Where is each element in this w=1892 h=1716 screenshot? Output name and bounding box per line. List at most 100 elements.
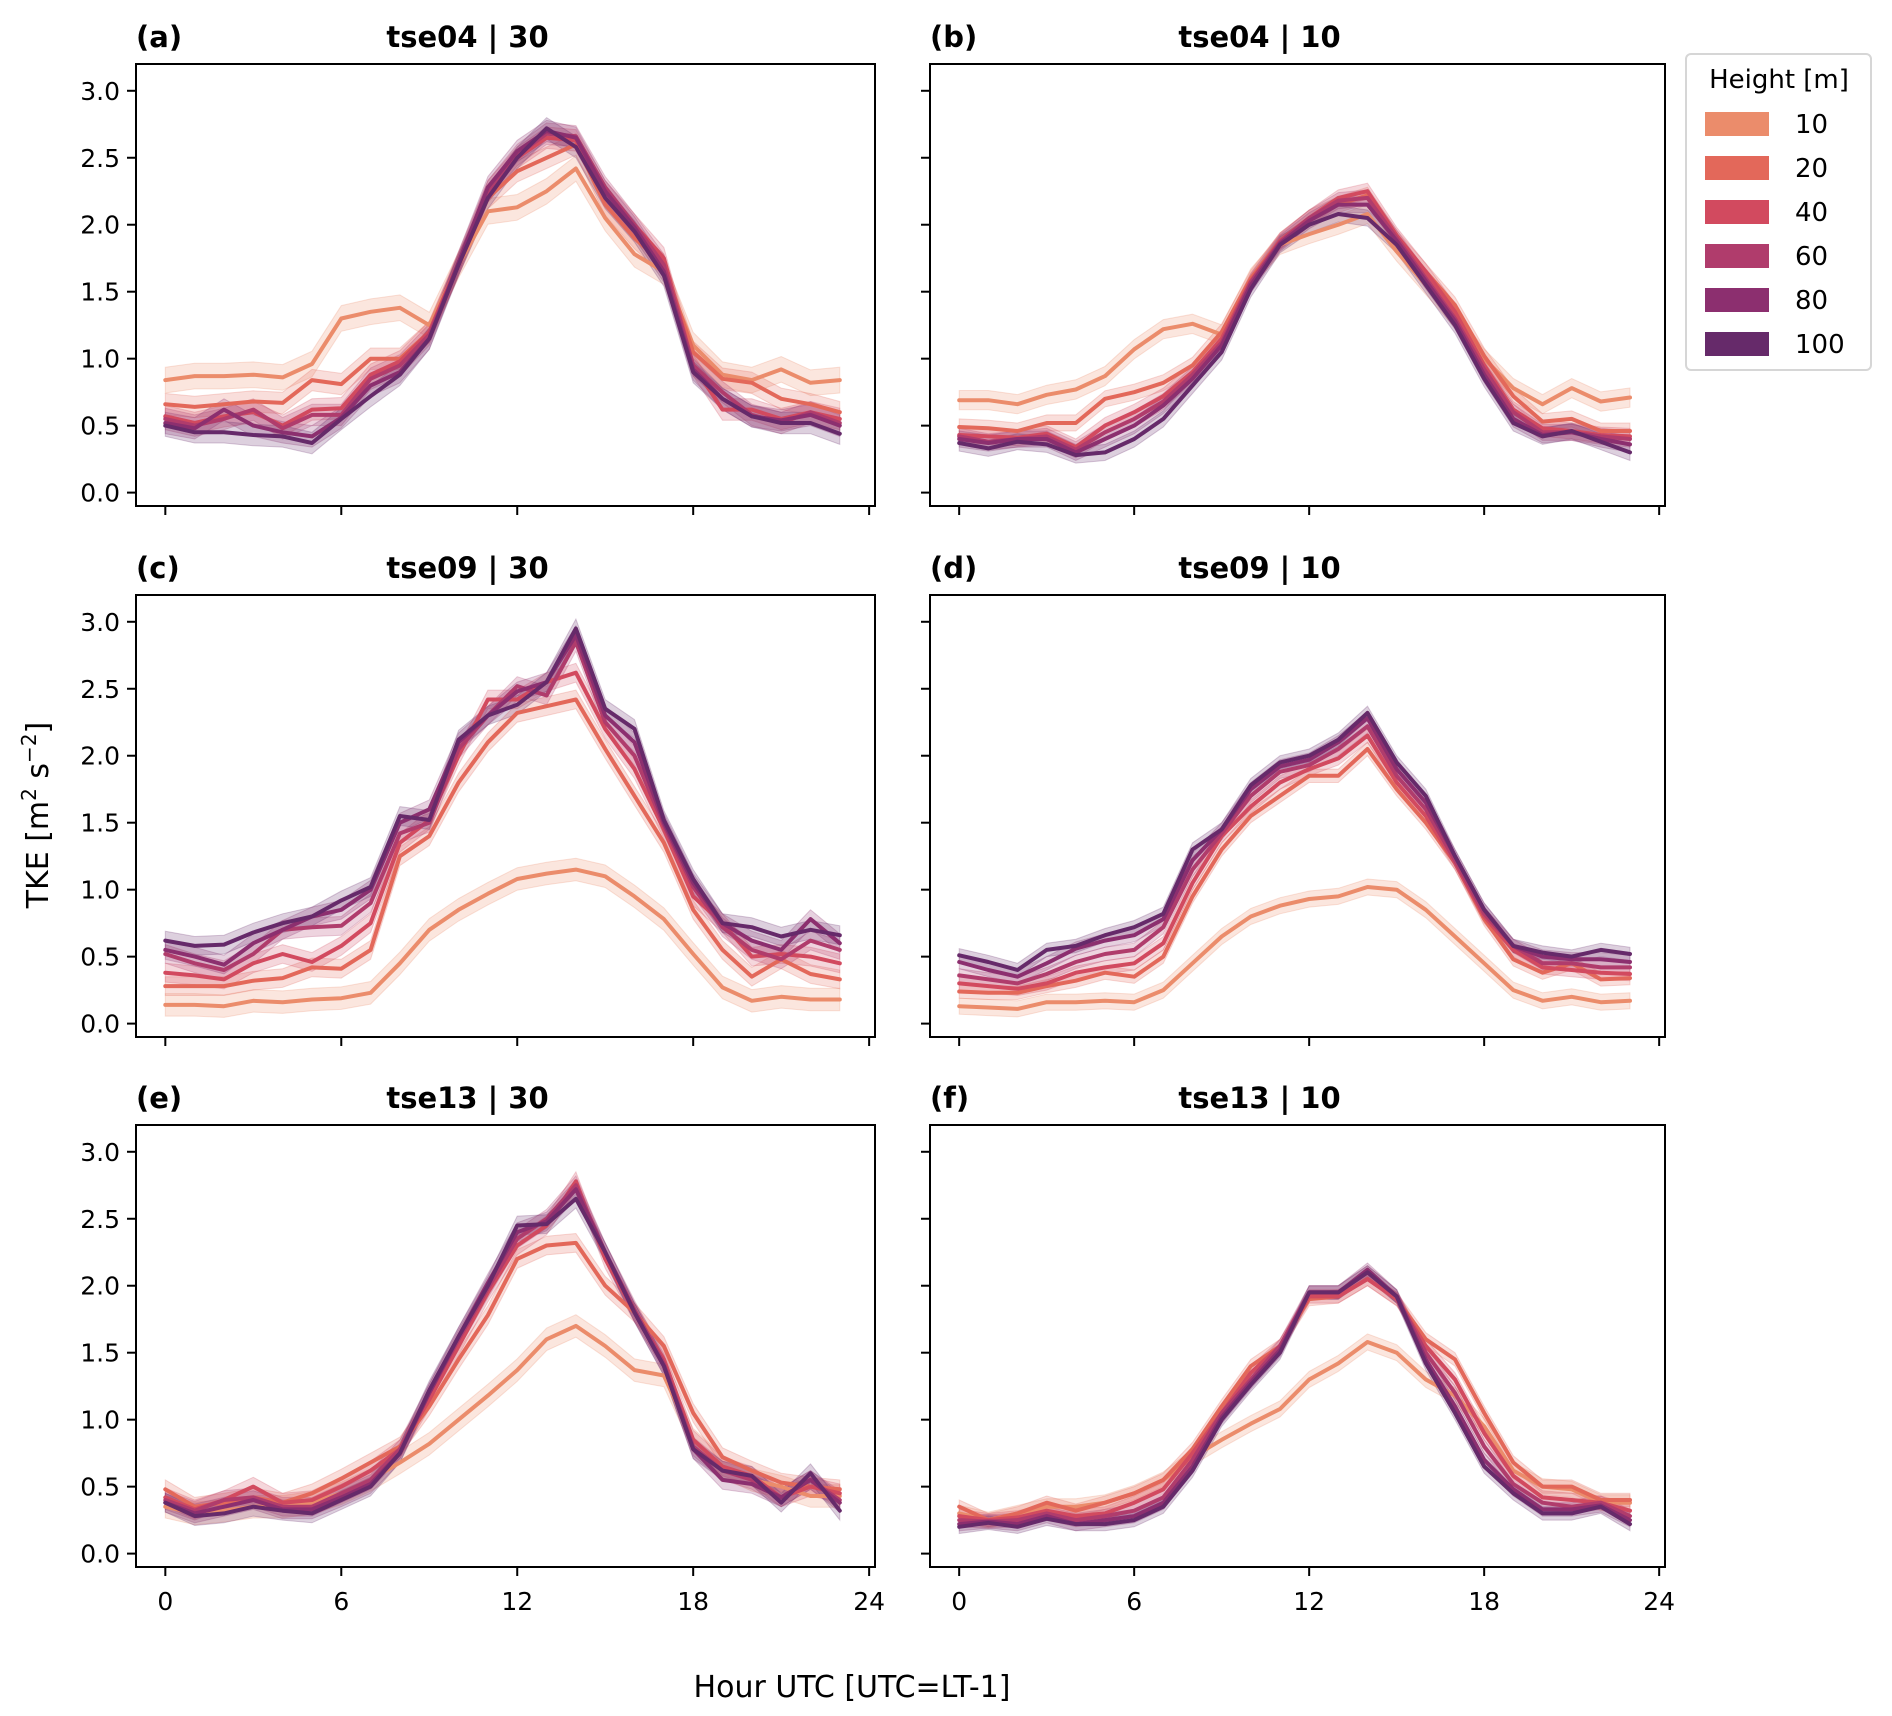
y-tick-label: 1.5 (80, 809, 120, 838)
confidence-band-100m (164, 617, 841, 956)
axes-frame (135, 594, 876, 1038)
y-tick-label: 3.0 (80, 608, 120, 637)
series-line-20m (957, 747, 1632, 995)
y-axis-label-mid: s (21, 763, 56, 788)
y-tick-label: 0.5 (80, 943, 120, 972)
x-tick-label: 12 (501, 1587, 533, 1616)
legend-swatch (1705, 332, 1769, 356)
axes-frame (135, 1124, 876, 1568)
x-tick-label: 0 (951, 1587, 967, 1616)
series-line-100m (957, 1270, 1632, 1529)
panel-f: 0 6 12 18 24 (f) tse13 | 10 (921, 1081, 1675, 1616)
panel-title: tse13 | 10 (1178, 1081, 1340, 1115)
panel-d: (d) tse09 | 10 (921, 551, 1666, 1046)
panel-title: tse04 | 10 (1178, 20, 1340, 54)
panels: 0.0 0.5 1.0 1.5 2.0 2.5 3.0 (a) tse04 | 30 (b) tse… (80, 20, 1675, 1616)
series-line-20m (163, 697, 842, 989)
series-line-100m (163, 126, 842, 445)
x-tick-label: 18 (677, 1587, 709, 1616)
plot-area (163, 1170, 842, 1527)
y-tick-label: 1.5 (80, 278, 120, 307)
y-tick-label: 2.5 (80, 144, 120, 173)
panel-letter: (a) (136, 20, 182, 54)
legend-label: 80 (1795, 286, 1828, 316)
y-tick-label: 0.0 (80, 1540, 120, 1569)
confidence-band-10m (164, 154, 841, 397)
y-tick-label: 2.0 (80, 1272, 120, 1301)
series-line-40m (163, 1179, 842, 1512)
legend-swatch (1705, 288, 1769, 312)
y-tick-label: 2.0 (80, 742, 120, 771)
y-tick-label: 0.5 (80, 1473, 120, 1502)
legend-swatch (1705, 156, 1769, 180)
legend-label: 100 (1795, 330, 1845, 360)
y-tick-label: 1.0 (80, 876, 120, 905)
series-line-20m (163, 142, 842, 415)
legend-item-20m: 20 (1705, 154, 1828, 184)
series-line-100m (163, 626, 842, 948)
series-line-40m (957, 733, 1632, 991)
y-axis-label-end: ] (21, 722, 56, 734)
y-axis-label-sup1: 2 (17, 788, 41, 801)
y-tick-label: 3.0 (80, 1138, 120, 1167)
panel-letter: (d) (930, 551, 977, 585)
legend-item-80m: 80 (1705, 286, 1828, 316)
x-axis-label: Hour UTC [UTC=LT-1] (694, 1670, 1011, 1705)
panel-letter: (e) (136, 1081, 182, 1115)
panel-title: tse09 | 10 (1178, 551, 1340, 585)
confidence-band-10m (958, 878, 1631, 1018)
y-axis-label: TKE [m2 s−2] (17, 722, 56, 910)
y-axis-label-main: TKE [m (21, 801, 56, 909)
confidence-band-20m (958, 741, 1631, 1000)
plot-area (163, 116, 842, 455)
plot-area (957, 182, 1632, 464)
y-tick-label: 1.5 (80, 1339, 120, 1368)
series-line-10m (957, 885, 1632, 1011)
panel-e: 0.0 0.5 1.0 1.5 2.0 2.5 3.0 0 6 12 18 24 (e) tse13 | … (80, 1081, 885, 1616)
legend-item-60m: 60 (1705, 242, 1828, 272)
confidence-band-10m (958, 203, 1631, 415)
legend-label: 60 (1795, 242, 1828, 272)
series-line-10m (163, 867, 842, 1009)
y-tick-label: 1.0 (80, 1406, 120, 1435)
panel-letter: (b) (930, 20, 977, 54)
series-line-80m (957, 202, 1632, 455)
axes-frame (135, 63, 876, 507)
legend-swatch (1705, 200, 1769, 224)
axes-frame (929, 594, 1666, 1038)
plot-area (957, 705, 1632, 1018)
legend-label: 20 (1795, 154, 1828, 184)
series-line-10m (163, 166, 842, 385)
y-tick-label: 1.0 (80, 345, 120, 374)
y-tick-label: 2.5 (80, 675, 120, 704)
panel-title: tse13 | 30 (386, 1081, 548, 1115)
panel-b: (b) tse04 | 10 (921, 20, 1666, 515)
axes-frame (929, 63, 1666, 507)
legend: Height [m] 10 20 40 60 80 100 (1685, 53, 1872, 371)
legend-item-10m: 10 (1705, 110, 1828, 140)
panel-letter: (f) (930, 1081, 969, 1115)
x-tick-label: 6 (333, 1587, 349, 1616)
plot-area (163, 617, 842, 1018)
series-line-10m (957, 212, 1632, 407)
confidence-band-100m (958, 705, 1631, 978)
y-axis-label-sup2: −2 (17, 733, 41, 762)
series-line-60m (163, 131, 842, 431)
x-tick-label: 24 (853, 1587, 885, 1616)
y-tick-label: 3.0 (80, 77, 120, 106)
legend-title: Height [m] (1709, 65, 1849, 95)
legend-label: 40 (1795, 198, 1828, 228)
y-tick-label: 0.0 (80, 1010, 120, 1039)
legend-item-100m: 100 (1705, 330, 1845, 360)
series-line-100m (957, 212, 1632, 458)
panel-title: tse09 | 30 (386, 551, 548, 585)
panel-a: 0.0 0.5 1.0 1.5 2.0 2.5 3.0 (a) tse04 | 30 (80, 20, 876, 515)
confidence-band-10m (164, 857, 841, 1018)
series-line-100m (957, 710, 1632, 972)
legend-item-40m: 40 (1705, 198, 1828, 228)
x-tick-label: 6 (1126, 1587, 1142, 1616)
legend-swatch (1705, 112, 1769, 136)
y-tick-label: 0.5 (80, 412, 120, 441)
series-line-80m (163, 633, 842, 967)
panel-c: 0.0 0.5 1.0 1.5 2.0 2.5 3.0 (c) tse09 | 30 (80, 551, 876, 1046)
